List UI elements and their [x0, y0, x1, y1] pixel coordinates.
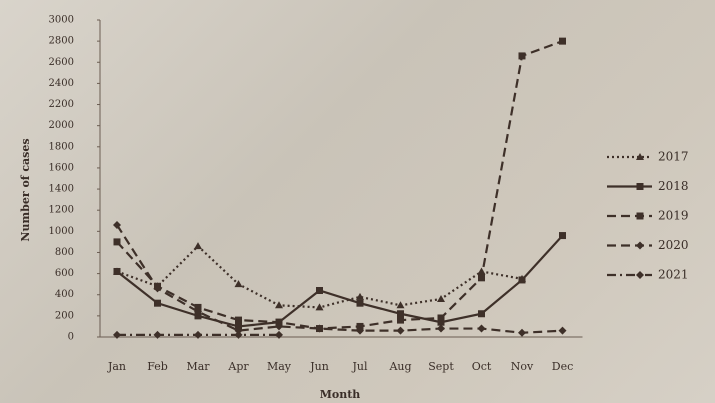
y-axis-title: Number of cases: [19, 138, 32, 241]
data-point: [397, 327, 405, 335]
data-point: [559, 38, 566, 45]
data-point: [519, 52, 526, 59]
page: Number of cases Month 0 200 400 600 800 1000 1…: [0, 0, 715, 403]
data-point: [194, 331, 202, 339]
data-point: [357, 300, 364, 307]
y-tick-label: 200: [55, 310, 74, 321]
y-tick-label: 2000: [49, 120, 74, 131]
data-point: [316, 287, 323, 294]
x-tick-label: Mar: [186, 360, 210, 373]
data-point: [275, 331, 283, 339]
legend-label: 2019: [658, 209, 689, 223]
data-point: [559, 232, 566, 239]
x-tick-label: Oct: [472, 360, 492, 373]
data-point: [437, 325, 445, 333]
legend-marker: [636, 271, 644, 279]
data-point: [518, 329, 526, 337]
data-point: [154, 300, 161, 307]
data-point: [316, 303, 324, 310]
data-point: [559, 327, 567, 335]
data-point: [519, 276, 526, 283]
y-tick-label: 1000: [49, 226, 74, 237]
x-tick-label: Sept: [428, 360, 454, 373]
y-tick-label: 1200: [49, 205, 74, 216]
y-tick-label: 2800: [49, 36, 74, 47]
y-tick-label: 800: [55, 247, 74, 258]
legend-label: 2017: [658, 150, 689, 164]
data-point: [397, 301, 405, 308]
chart: Number of cases Month 0 200 400 600 800 1000 1…: [0, 0, 715, 403]
y-tick-label: 3000: [49, 15, 74, 26]
data-point: [478, 310, 485, 317]
x-tick-label: Apr: [227, 360, 249, 373]
data-point: [235, 331, 243, 339]
legend-label: 2018: [658, 179, 689, 193]
data-point: [114, 238, 121, 245]
data-point: [235, 317, 242, 324]
legend-label: 2020: [658, 238, 689, 252]
legend-marker: [636, 242, 644, 250]
legend-label: 2021: [658, 268, 689, 282]
y-tick-label: 1800: [49, 141, 74, 152]
x-tick-label: Jun: [309, 360, 329, 373]
y-tick-label: 2600: [49, 57, 74, 68]
series-line: [117, 236, 563, 327]
data-point: [397, 317, 404, 324]
data-point: [438, 314, 445, 321]
x-tick-label: Dec: [552, 360, 574, 373]
x-tick-label: Nov: [511, 360, 534, 373]
y-tick-label: 600: [55, 268, 74, 279]
x-tick-label: Jan: [107, 360, 126, 373]
x-tick-label: Jul: [351, 360, 367, 373]
x-tick-label: Aug: [388, 360, 411, 373]
y-tick-label: 0: [68, 332, 74, 343]
legend-marker: [637, 183, 644, 190]
series-line: [117, 225, 563, 333]
x-tick-label: Feb: [147, 360, 168, 373]
data-point: [275, 301, 283, 308]
data-point: [154, 331, 162, 339]
data-point: [478, 325, 486, 333]
y-tick-label: 2200: [49, 99, 74, 110]
data-point: [114, 268, 121, 275]
data-point: [478, 274, 485, 281]
data-point: [194, 242, 202, 249]
x-tick-label: May: [267, 360, 292, 373]
data-point: [113, 331, 121, 339]
y-tick-label: 400: [55, 289, 74, 300]
data-point: [397, 310, 404, 317]
legend-marker: [637, 213, 644, 220]
y-tick-label: 1600: [49, 162, 74, 173]
x-axis-title: Month: [320, 388, 361, 401]
series-line: [117, 41, 563, 328]
y-tick-label: 1400: [49, 184, 74, 195]
y-tick-label: 2400: [49, 78, 74, 89]
